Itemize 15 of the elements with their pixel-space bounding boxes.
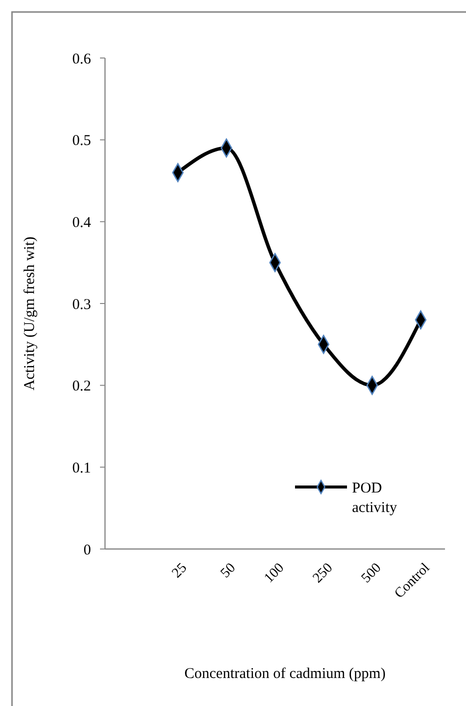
y-tick-label: 0.3 bbox=[72, 296, 91, 313]
x-tick-label: 250 bbox=[310, 560, 336, 586]
x-tick-label: 100 bbox=[262, 560, 288, 586]
x-axis-title: Concentration of cadmium (ppm) bbox=[184, 666, 386, 682]
x-tick-label: 50 bbox=[218, 560, 239, 582]
legend-label: POD activity bbox=[352, 480, 398, 516]
y-tick-label: 0.5 bbox=[72, 133, 91, 150]
y-tick-label: 0.6 bbox=[72, 51, 92, 68]
x-tick-label: 500 bbox=[358, 560, 384, 586]
x-tick-label: 25 bbox=[170, 560, 190, 582]
y-tick-label: 0.1 bbox=[72, 460, 91, 476]
y-tick-label: 0 bbox=[84, 542, 91, 558]
y-tick-label: 0.2 bbox=[72, 378, 91, 395]
y-axis-title: Activity (U/gm fresh wit) bbox=[22, 236, 38, 390]
y-tick-label: 0.4 bbox=[72, 214, 92, 231]
